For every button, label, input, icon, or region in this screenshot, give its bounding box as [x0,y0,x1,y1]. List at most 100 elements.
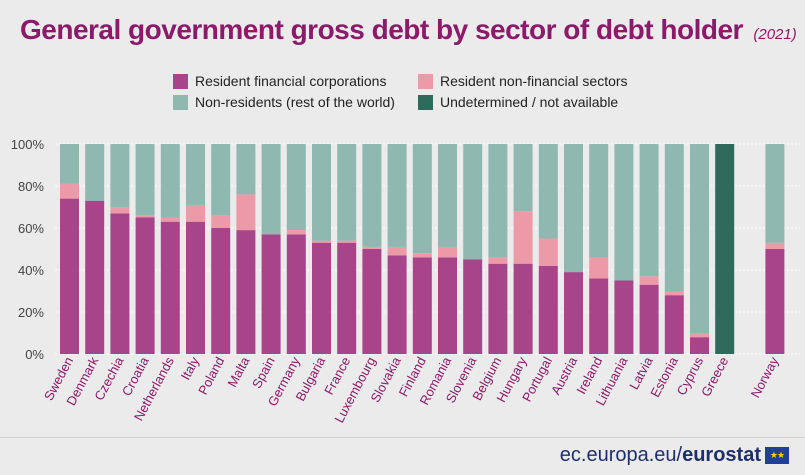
bar-segment [387,144,407,247]
bar-segment [135,144,155,216]
bar-segment [337,242,357,354]
x-tick-label: Italy [178,354,203,383]
bar-segment [463,144,483,260]
y-tick-label: 40% [18,263,44,278]
bar-segment [186,221,205,354]
bar-segment [312,242,331,354]
y-tick-label: 0% [25,347,44,362]
bar-segment [564,272,583,354]
bar-segment [488,257,508,264]
bar-segment [160,144,180,218]
bar-segment [110,144,130,207]
legend-swatch [173,73,188,89]
bar-segment [110,213,130,354]
legend-label: Resident non-financial sectors [440,73,628,89]
bar-segment [513,211,533,264]
bar-segment [664,295,684,354]
legend-item-resident-non-financial: Resident non-financial sectors [418,73,648,89]
bar-segment [412,144,432,254]
bar-segment [60,183,79,199]
bar-segment [639,144,659,277]
chart-title: General government gross debt by sector … [20,14,743,45]
legend: Resident financial corporations Resident… [173,73,648,110]
bar-segment [387,246,407,256]
bar-segment [236,230,256,354]
bar-segment [160,221,180,354]
bar-segment [538,238,558,266]
bar-segment [337,144,357,241]
bar-segment [110,207,130,214]
chart-subtitle: (2021) [753,26,797,43]
bar-segment [438,257,457,354]
bar-segment [765,249,785,354]
y-tick-label: 80% [18,179,44,194]
bar-segment [337,240,357,243]
bar-segment [211,228,231,354]
bar-segment [286,234,306,354]
bar-segment [236,194,256,231]
bar-segment [438,144,457,247]
bar-segment [488,263,508,354]
y-tick-label: 20% [18,305,44,320]
legend-swatch [173,94,188,110]
bar-segment [664,144,684,291]
bar-segment [614,144,634,281]
bar-segment [765,242,785,249]
bar-segment [211,215,231,228]
bar-segment [85,144,105,201]
bar-segment [387,255,407,354]
bar-segment [589,278,609,354]
bar-segment [211,144,231,216]
bar-segment [261,234,281,354]
legend-item-non-residents: Non-residents (rest of the world) [173,94,418,110]
bar-segment [135,215,155,218]
bar-segment [312,144,331,241]
bar-segment [664,291,684,296]
chart-title-row: General government gross debt by sector … [20,14,797,46]
bar-segment [690,337,709,354]
legend-item-resident-financial: Resident financial corporations [173,73,418,89]
legend-swatch [418,94,433,110]
eu-flag-icon: ★★ [765,447,789,464]
bar-segment [513,263,533,354]
bar-segment [765,144,785,243]
bar-segment [412,257,432,354]
legend-swatch [418,73,433,89]
bar-segment [438,246,457,258]
bar-segment [463,259,483,354]
bar-segment [362,246,382,249]
bar-segment [589,257,609,279]
bar-segment [412,253,432,258]
bar-segment [286,144,306,231]
bar-segment [614,280,634,354]
y-tick-label: 100% [11,137,45,152]
bar-segment [362,249,382,354]
bar-segment [589,144,609,258]
bar-segment [135,217,155,354]
bar-segment [160,217,180,222]
legend-label: Resident financial corporations [195,73,387,89]
bar-segment [488,144,508,258]
bar-segment [186,204,205,222]
source-prefix: ec.europa.eu/ [559,444,683,466]
source-footer: ec.europa.eu/ eurostat ★★ [560,444,789,467]
bar-segment [538,144,558,239]
bar-segment [538,265,558,354]
bar-segment [60,198,79,354]
bar-segment [186,144,205,205]
bar-segment [715,144,735,354]
bar-segment [362,144,382,247]
bar-segment [312,240,331,243]
bar-segment [690,144,709,333]
bar-segment [286,230,306,235]
legend-label: Non-residents (rest of the world) [195,94,395,110]
bar-segment [564,144,583,273]
legend-item-undetermined: Undetermined / not available [418,94,648,110]
bar-segment [85,200,105,354]
bar-segment [60,144,79,184]
bar-segment [639,276,659,285]
bar-segment [261,144,281,235]
bar-segment [639,284,659,354]
bar-segment [690,333,709,338]
